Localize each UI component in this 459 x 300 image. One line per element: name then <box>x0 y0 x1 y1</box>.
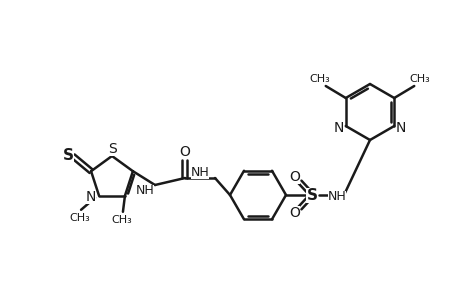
Text: NH: NH <box>327 190 346 203</box>
Text: NH: NH <box>190 166 209 178</box>
Text: O: O <box>289 170 300 184</box>
Text: S: S <box>306 188 317 202</box>
Text: S: S <box>108 142 117 156</box>
Text: O: O <box>179 145 190 159</box>
Text: S: S <box>62 148 73 163</box>
Text: CH₃: CH₃ <box>409 74 430 84</box>
Text: N: N <box>395 121 406 135</box>
Text: CH₃: CH₃ <box>112 215 132 225</box>
Text: N: N <box>333 121 343 135</box>
Text: NH: NH <box>135 184 154 197</box>
Text: O: O <box>289 206 300 220</box>
Text: N: N <box>86 190 96 204</box>
Text: CH₃: CH₃ <box>70 213 90 223</box>
Text: CH₃: CH₃ <box>309 74 330 84</box>
